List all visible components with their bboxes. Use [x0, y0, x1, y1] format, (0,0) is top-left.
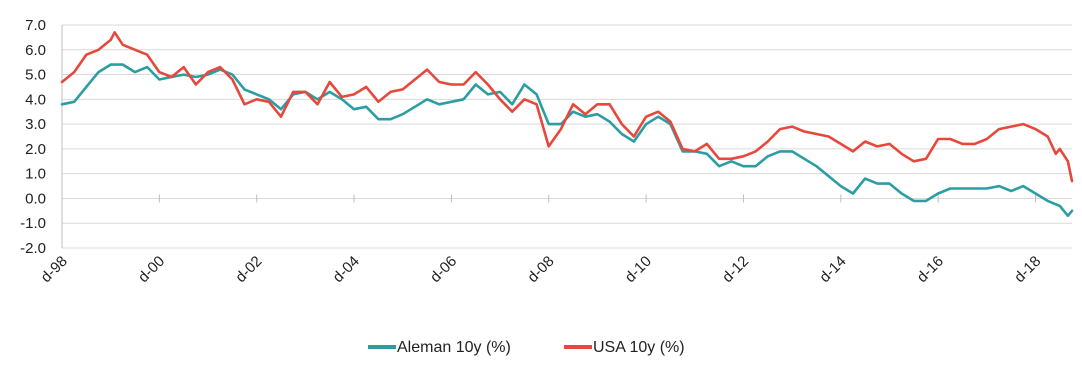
x-tick-label: d-98 — [38, 253, 71, 286]
legend-label-aleman-10y: Aleman 10y (%) — [397, 339, 511, 356]
gridlines — [62, 24, 1072, 249]
y-tick-label: 4.0 — [25, 91, 46, 108]
x-tick-label: d-16 — [914, 253, 947, 286]
series-line-aleman-10y — [60, 63, 1074, 218]
x-tick-label: d-08 — [524, 253, 557, 286]
x-tick-label: d-18 — [1011, 253, 1044, 286]
y-tick-label: 6.0 — [25, 42, 46, 59]
y-tick-label: 0.0 — [25, 190, 46, 207]
y-tick-label: 2.0 — [25, 141, 46, 158]
y-tick-label: 5.0 — [25, 67, 46, 84]
y-tick-label: -2.0 — [20, 240, 46, 257]
x-tick-label: d-02 — [232, 253, 265, 286]
y-tick-label: -1.0 — [20, 215, 46, 232]
x-tick-labels: d-98 d-00 d-02 d-04 d-06 d-08 d-10 d-12 d-14 d-16… — [38, 253, 1045, 286]
y-tick-labels: 7.0 6.0 5.0 4.0 3.0 2.0 1.0 0.0 -1.0 -2.0 — [20, 17, 46, 257]
x-tick-label: d-04 — [330, 253, 363, 286]
series-line-usa-10y — [60, 31, 1074, 183]
x-tick-label: d-14 — [816, 253, 849, 286]
y-tick-label: 3.0 — [25, 116, 46, 133]
axes — [61, 25, 1036, 248]
x-tick-label: d-06 — [427, 253, 460, 286]
x-tick-label: d-12 — [719, 253, 752, 286]
series-lines — [60, 31, 1074, 218]
x-tick-label: d-00 — [135, 253, 168, 286]
y-tick-label: 7.0 — [25, 17, 46, 34]
legend-label-usa-10y: USA 10y (%) — [593, 339, 685, 356]
x-tick-label: d-10 — [622, 253, 655, 286]
legend: Aleman 10y (%) USA 10y (%) — [368, 339, 685, 356]
y-tick-label: 1.0 — [25, 166, 46, 183]
